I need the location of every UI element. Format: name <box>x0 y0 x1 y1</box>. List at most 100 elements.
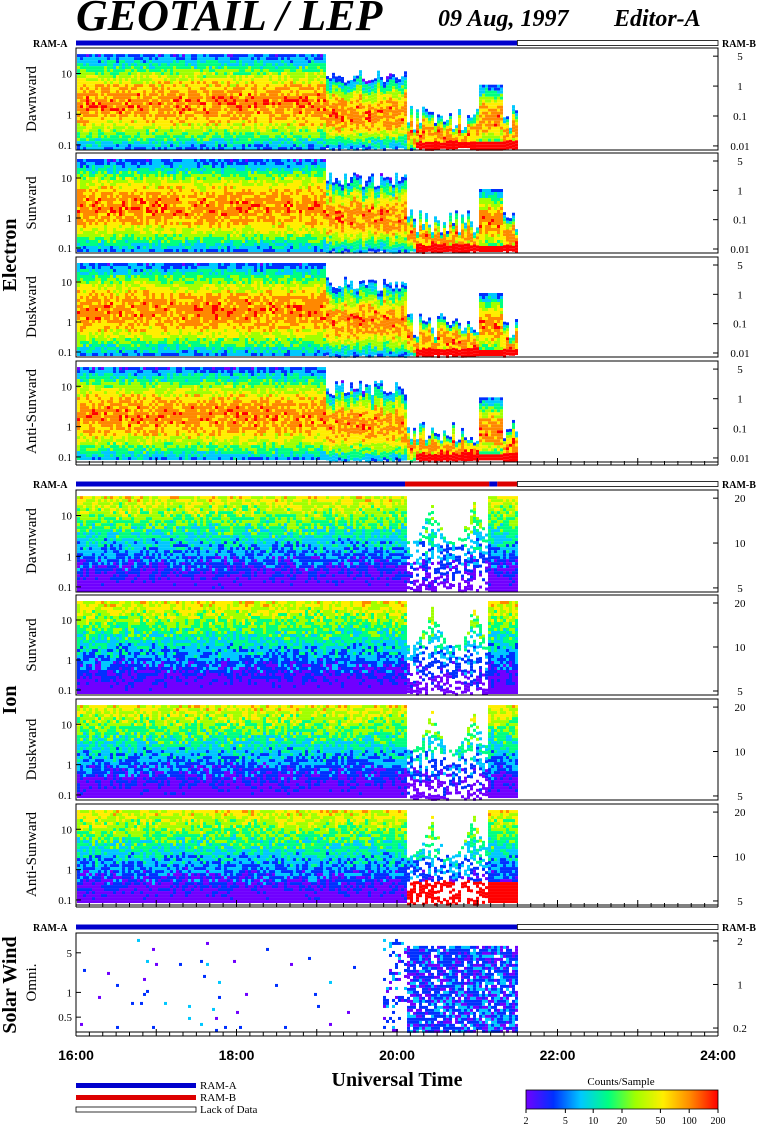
legend-swatch <box>76 1107 196 1112</box>
y-tick-label: 1 <box>67 317 73 329</box>
right-tick-label: 0.01 <box>730 453 749 465</box>
ram-status-ram-a <box>76 925 517 930</box>
panel-frame <box>76 933 718 1032</box>
y-tick-label: 10 <box>61 824 73 836</box>
y-tick-label: 1 <box>67 760 73 772</box>
heatmap-cells <box>77 367 518 463</box>
y-tick-label: 10 <box>61 381 73 393</box>
x-tick-label: 16:00 <box>58 1047 94 1063</box>
x-tick-label: 22:00 <box>540 1047 576 1063</box>
legend-swatch <box>76 1083 196 1088</box>
heatmap-cells <box>77 263 518 358</box>
x-axis-title: Universal Time <box>332 1069 463 1091</box>
ram-a-label: RAM-A <box>33 480 68 491</box>
panel-label: Dawnward <box>24 508 40 574</box>
legend-label: Lack of Data <box>200 1104 258 1116</box>
panel-label: Dawnward <box>24 66 40 132</box>
colorbar-gradient <box>526 1090 718 1109</box>
x-tick-label: 20:00 <box>379 1047 415 1063</box>
heatmap-cells <box>77 810 518 906</box>
right-tick-label: 5 <box>737 791 743 803</box>
y-tick-label: 10 <box>61 511 73 523</box>
figure-editor: Editor-A <box>613 6 701 32</box>
right-tick-label: 1 <box>737 185 743 197</box>
heatmap-cells <box>80 939 518 1033</box>
right-tick-label: 2 <box>737 936 743 948</box>
colorbar-tick-label: 100 <box>682 1116 697 1127</box>
ram-status-lack <box>517 482 718 487</box>
right-tick-label: 1 <box>737 289 743 301</box>
group-electron: RAM-A RAM-BElectron1010.1510.10.01Dawnwar… <box>0 39 756 465</box>
heatmap-cells <box>77 705 518 801</box>
x-tick-labels: 16:00 18:00 20:00 22:00 24:00 <box>58 1047 736 1063</box>
right-tick-label: 0.1 <box>733 111 747 123</box>
y-tick-label: 1 <box>67 655 73 667</box>
group-label: Electron <box>0 219 21 292</box>
y-tick-label: 1 <box>67 865 73 877</box>
colorbar-tick-label: 200 <box>711 1116 726 1127</box>
y-tick-label: 10 <box>61 719 73 731</box>
colorbar-tick-label: 10 <box>588 1116 598 1127</box>
right-tick-label: 5 <box>737 686 743 698</box>
y-tick-label: 10 <box>61 173 73 185</box>
right-tick-label: 20 <box>735 493 747 505</box>
panel-label: Anti-Sunward <box>24 812 40 897</box>
right-tick-label: 10 <box>735 538 747 550</box>
right-tick-label: 5 <box>737 156 743 168</box>
legend-swatch <box>76 1095 196 1100</box>
heatmap-cells <box>77 496 518 593</box>
y-tick-label: 10 <box>61 277 73 289</box>
right-tick-label: 5 <box>737 260 743 272</box>
y-tick-label: 0.1 <box>58 243 72 255</box>
figure-title: GEOTAIL / LEP <box>76 0 384 40</box>
ram-a-label: RAM-A <box>33 923 68 934</box>
colorbar-tick-label: 5 <box>563 1116 568 1127</box>
y-tick-label: 0.1 <box>58 347 72 359</box>
x-tick-label: 18:00 <box>219 1047 255 1063</box>
right-tick-label: 0.1 <box>733 215 747 227</box>
right-tick-label: 20 <box>735 598 747 610</box>
heatmap-cells <box>77 159 518 254</box>
y-tick-label: 0.1 <box>58 452 72 464</box>
heatmap-cells <box>77 601 518 696</box>
right-tick-label: 1 <box>737 394 743 406</box>
ram-status-lack <box>517 41 718 46</box>
right-tick-label: 20 <box>735 702 747 714</box>
ram-b-label: RAM-B <box>722 480 756 491</box>
legend-label: RAM-B <box>200 1092 236 1104</box>
ram-status-lack <box>517 925 718 930</box>
right-tick-label: 0.2 <box>733 1023 747 1035</box>
right-tick-label: 0.01 <box>730 244 749 256</box>
colorbar-tick-label: 2 <box>524 1116 529 1127</box>
group-label: Ion <box>0 686 21 715</box>
right-tick-label: 0.1 <box>733 319 747 331</box>
legend-label: RAM-A <box>200 1080 237 1092</box>
group-label: Solar Wind <box>0 936 21 1033</box>
ram-status-ram-a <box>76 482 405 487</box>
right-tick-label: 20 <box>735 807 747 819</box>
right-tick-label: 0.01 <box>730 141 749 153</box>
y-tick-label: 1 <box>67 213 73 225</box>
y-tick-label: 10 <box>61 615 73 627</box>
group-ion: RAM-A RAM-B Ion 10 1 0.1 20 10 5 Dawnward 10 1 0.1 20… <box>0 480 756 908</box>
panel-label: Anti-Sunward <box>24 369 40 454</box>
right-tick-label: 10 <box>735 852 747 864</box>
ram-b-label: RAM-B <box>722 923 756 934</box>
ram-status-ram-b <box>497 482 517 487</box>
y-tick-label: 0.1 <box>58 582 72 594</box>
panel-label: Omni. <box>24 964 40 1002</box>
y-tick-label: 1 <box>67 987 73 999</box>
right-tick-label: 0.1 <box>733 423 747 435</box>
y-tick-label: 0.1 <box>58 685 72 697</box>
